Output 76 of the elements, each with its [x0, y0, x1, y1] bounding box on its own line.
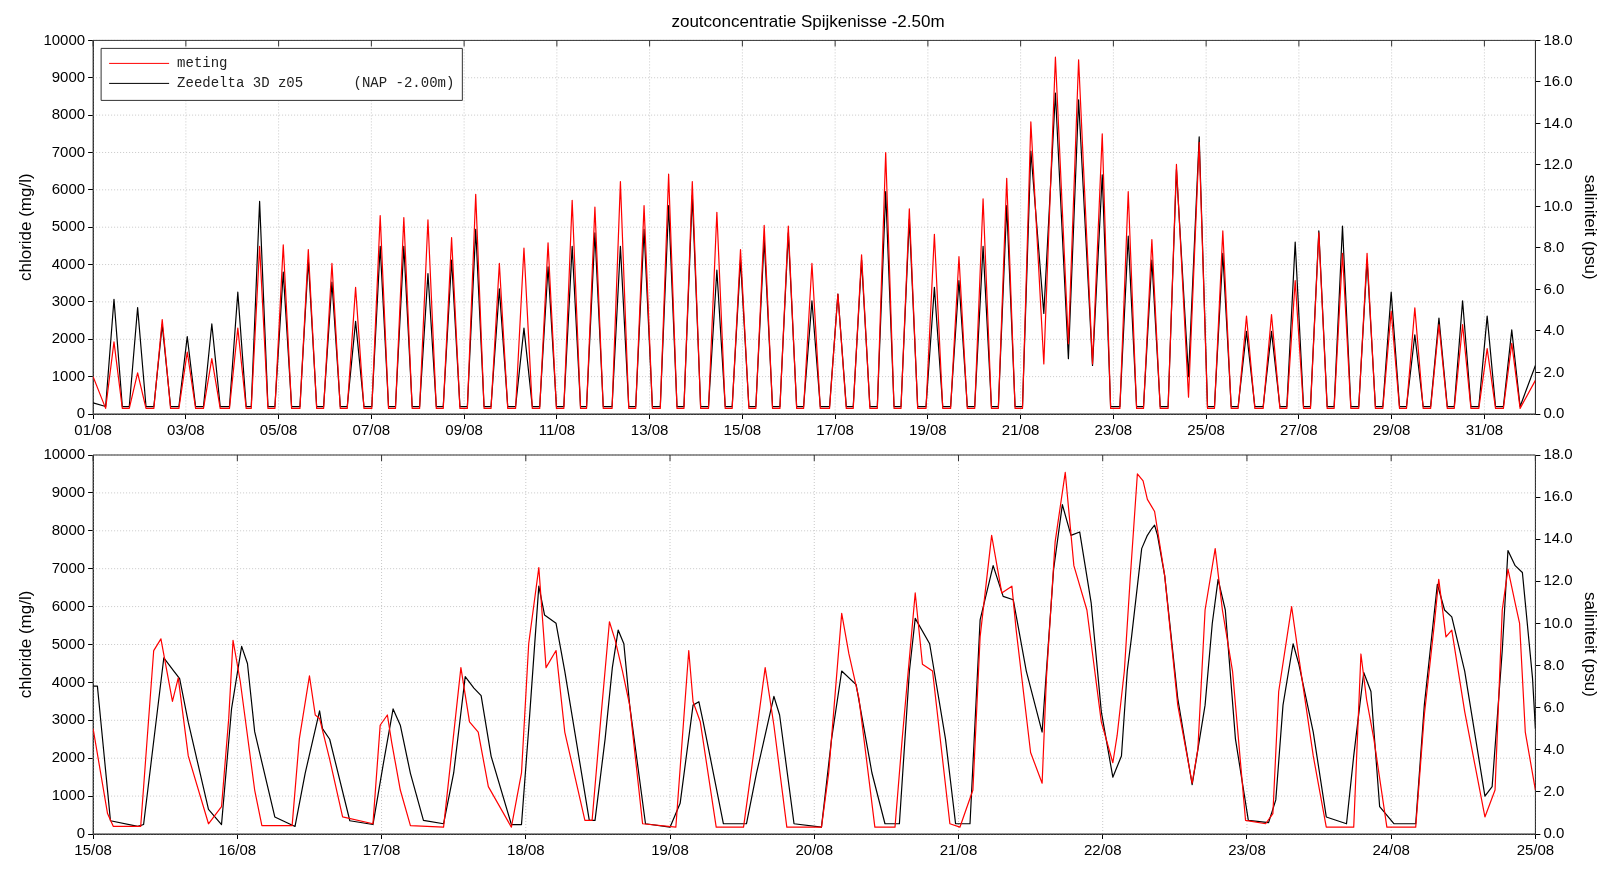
x-tick-label: 23/08	[1228, 841, 1266, 859]
y2-axis-title: saliniteit (psu)	[1581, 592, 1601, 697]
legend-label: meting	[177, 55, 228, 72]
x-tick-label: 21/08	[939, 841, 978, 859]
y2-tick-label: 14.0	[1543, 113, 1573, 131]
y-tick-label: 1000	[51, 786, 86, 804]
y-axis-title: chloride (mg/l)	[15, 590, 35, 699]
y2-axis-title: saliniteit (psu)	[1581, 174, 1601, 280]
x-tick-label: 05/08	[259, 421, 298, 439]
x-tick-label: 13/08	[630, 421, 669, 439]
x-tick-label: 20/08	[795, 841, 834, 859]
y-tick-label: 2000	[51, 748, 86, 766]
y2-tick-label: 16.0	[1543, 72, 1573, 90]
y-tick-label: 7000	[51, 142, 86, 160]
x-tick-label: 17/08	[362, 841, 401, 859]
x-tick-label: 15/08	[723, 421, 762, 439]
y-tick-label: 10000	[43, 445, 86, 463]
y2-tick-label: 18.0	[1543, 30, 1573, 48]
y2-tick-label: 2.0	[1543, 362, 1565, 380]
y2-tick-label: 0.0	[1543, 404, 1565, 422]
y-tick-label: 8000	[51, 520, 86, 538]
y2-tick-label: 12.0	[1543, 155, 1573, 173]
y-tick-label: 6000	[51, 596, 86, 614]
x-tick-label: 27/08	[1280, 421, 1318, 439]
y-tick-label: 3000	[51, 292, 86, 310]
y-tick-label: 4000	[51, 672, 86, 690]
x-tick-label: 18/08	[507, 841, 545, 859]
y2-tick-label: 4.0	[1543, 321, 1565, 339]
y2-tick-label: 2.0	[1543, 782, 1565, 800]
y2-tick-label: 6.0	[1543, 279, 1565, 297]
x-tick-label: 19/08	[651, 841, 689, 859]
x-tick-label: 24/08	[1372, 841, 1410, 859]
x-tick-label: 23/08	[1094, 421, 1133, 439]
y2-tick-label: 14.0	[1543, 529, 1573, 547]
y2-tick-label: 0.0	[1543, 824, 1565, 842]
y-tick-label: 9000	[51, 67, 86, 85]
y2-tick-label: 10.0	[1543, 196, 1573, 214]
y2-tick-label: 10.0	[1543, 613, 1573, 631]
x-tick-label: 31/08	[1465, 421, 1504, 439]
x-tick-label: 16/08	[218, 841, 257, 859]
x-tick-label: 25/08	[1187, 421, 1225, 439]
y-tick-label: 7000	[51, 558, 86, 576]
x-tick-label: 22/08	[1083, 841, 1122, 859]
y2-tick-label: 8.0	[1543, 655, 1565, 673]
y-tick-label: 2000	[51, 329, 86, 347]
y-tick-label: 0	[76, 404, 86, 422]
y-tick-label: 9000	[51, 483, 86, 501]
legend-label: Zeedelta 3D z05 (NAP -2.00m)	[177, 75, 455, 92]
x-tick-label: 07/08	[352, 421, 391, 439]
y-tick-label: 1000	[51, 366, 86, 384]
x-tick-label: 25/08	[1516, 841, 1555, 859]
y-tick-label: 0	[76, 824, 86, 842]
x-tick-label: 17/08	[816, 421, 854, 439]
chart-title: zoutconcentratie Spijkenisse -2.50m	[671, 11, 945, 31]
y-axis-title: chloride (mg/l)	[15, 173, 35, 282]
x-tick-label: 01/08	[74, 421, 112, 439]
x-tick-label: 29/08	[1372, 421, 1411, 439]
y-tick-label: 6000	[51, 179, 86, 197]
y-tick-label: 3000	[51, 710, 86, 728]
y2-tick-label: 4.0	[1543, 739, 1565, 757]
x-tick-label: 15/08	[74, 841, 112, 859]
y2-tick-label: 16.0	[1543, 487, 1573, 505]
y2-tick-label: 8.0	[1543, 238, 1565, 256]
y-tick-label: 10000	[43, 30, 86, 48]
y-tick-label: 8000	[51, 105, 86, 123]
y2-tick-label: 6.0	[1543, 697, 1565, 715]
y2-tick-label: 12.0	[1543, 571, 1573, 589]
x-tick-label: 03/08	[167, 421, 205, 439]
x-tick-label: 19/08	[909, 421, 947, 439]
x-tick-label: 09/08	[445, 421, 483, 439]
y-tick-label: 5000	[51, 217, 86, 235]
y-tick-label: 4000	[51, 254, 86, 272]
x-tick-label: 11/08	[538, 421, 576, 439]
y2-tick-label: 18.0	[1543, 445, 1573, 463]
y-tick-label: 5000	[51, 634, 86, 652]
x-tick-label: 21/08	[1001, 421, 1040, 439]
